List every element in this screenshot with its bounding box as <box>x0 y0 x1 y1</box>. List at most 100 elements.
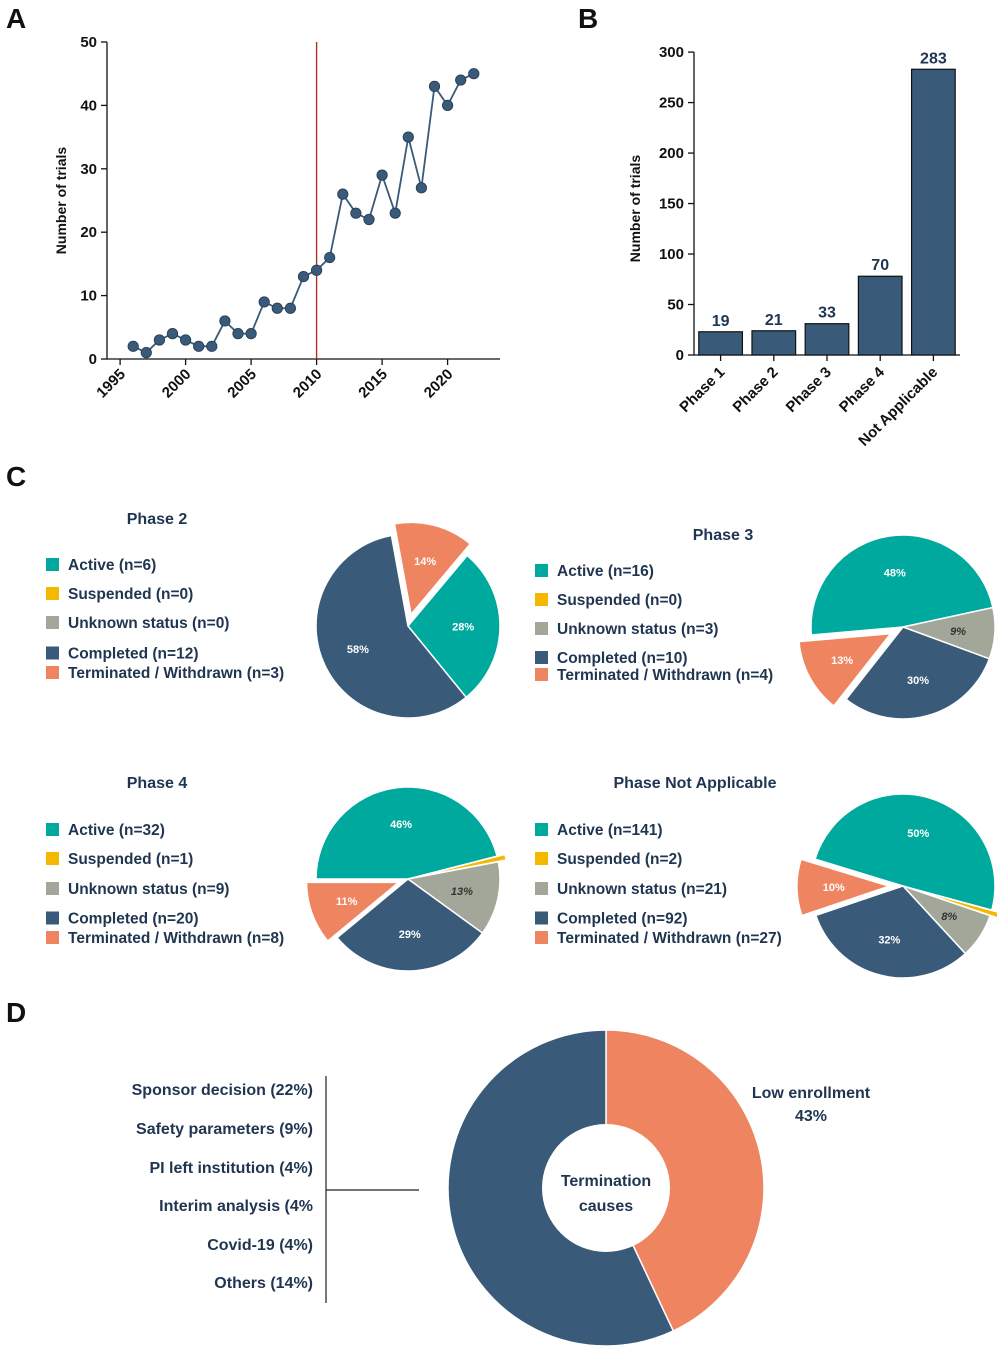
c-phase4-legend-swatch <box>46 931 59 944</box>
c-phase2-legend-label: Unknown status (n=0) <box>68 615 229 632</box>
c-phase4-legend-label: Active (n=32) <box>68 822 165 839</box>
c-phaseNA-slice-label: 50% <box>907 828 929 840</box>
d-other-cause-label: Covid-19 (4%) <box>207 1237 313 1254</box>
a-data-point <box>219 315 231 327</box>
a-data-point <box>468 68 480 80</box>
c-phase2-legend-swatch <box>46 558 59 571</box>
c-phase4-legend-swatch <box>46 852 59 865</box>
b-bar-value-label: 70 <box>871 257 889 274</box>
c-phase4-slice-suspended <box>415 853 508 878</box>
b-xtick-label: Phase 2 <box>730 364 782 416</box>
c-phase3-legend-swatch <box>535 593 548 606</box>
b-y-axis-title: Number of trials <box>627 155 643 263</box>
a-data-point <box>127 340 139 352</box>
c-phase2-slice-terminated-withdrawn <box>393 521 472 617</box>
a-data-point <box>402 131 414 143</box>
a-data-point <box>232 328 244 340</box>
d-low-enrollment-value: 43% <box>795 1108 827 1125</box>
a-data-point <box>245 328 257 340</box>
c-phaseNA-slice-label: 8% <box>941 911 957 923</box>
c-phase4-legend-label: Suspended (n=1) <box>68 851 193 868</box>
c-phaseNA-legend-swatch <box>535 911 548 925</box>
c-phase4-slice-completed <box>336 878 484 972</box>
b-xtick-label: Phase 1 <box>676 364 728 416</box>
b-bar-value-label: 33 <box>818 305 836 322</box>
c-phase2-legend-label: Completed (n=12) <box>68 646 198 663</box>
a-ytick-label: 20 <box>80 224 97 241</box>
c-phase2-legend-swatch <box>46 666 59 679</box>
a-data-point <box>363 213 375 226</box>
a-data-point <box>337 188 349 200</box>
c-phase4-slice-label: 29% <box>399 929 421 941</box>
c-phaseNA-legend-swatch <box>535 882 548 895</box>
status-pies: Phase 2 Active (n=6) Suspended (n=0) Unknow… <box>46 511 997 979</box>
c-phase2-slice-label: 58% <box>347 644 369 656</box>
c-phase4-slice-label: 46% <box>390 819 412 831</box>
a-data-point <box>297 270 310 283</box>
c-phase3-legend-swatch <box>535 564 548 577</box>
c-phase4-slice-label: 11% <box>336 896 358 908</box>
c-phase3-slice-completed <box>845 626 991 720</box>
b-ytick-label: 200 <box>659 145 684 162</box>
a-xtick-label: 2020 <box>421 366 457 402</box>
d-slice-low-enrollment <box>605 1029 765 1332</box>
c-phase4-slice-unknown-status <box>406 860 501 935</box>
b-xtick-label: Phase 4 <box>836 363 889 416</box>
b-bar-value-label: 21 <box>765 312 783 329</box>
d-donut-hole <box>542 1124 670 1252</box>
c-phase4-legend-label: Completed (n=20) <box>68 911 198 928</box>
c-phaseNA-slice-active <box>814 793 996 912</box>
c-phase3-legend-label: Terminated / Withdrawn (n=4) <box>557 667 773 684</box>
c-phase4-legend-swatch <box>46 882 59 895</box>
c-phase3-legend-label: Active (n=16) <box>557 563 654 580</box>
a-data-point <box>206 340 218 352</box>
c-phase3-legend-swatch <box>535 622 548 635</box>
panel-letter-b: B <box>578 3 598 34</box>
d-other-cause-label: Sponsor decision (22%) <box>132 1082 313 1099</box>
b-bar <box>751 330 797 356</box>
a-data-point <box>153 334 165 346</box>
b-bar <box>804 323 850 356</box>
a-axes <box>106 42 500 360</box>
c-phase3-slice-active <box>810 534 994 636</box>
c-phaseNA-legend-label: Unknown status (n=21) <box>557 881 727 898</box>
c-phase2-legend-swatch <box>46 587 59 600</box>
c-phase3-title: Phase 3 <box>693 527 754 544</box>
d-other-cause-label: Safety parameters (9%) <box>136 1121 313 1138</box>
d-center-label: causes <box>579 1198 633 1215</box>
c-phase4-slice-active <box>315 786 499 880</box>
c-phase4-legend-swatch <box>46 911 59 925</box>
c-phase3-legend-label: Unknown status (n=3) <box>557 621 718 638</box>
a-data-point <box>284 302 296 314</box>
a-ytick-label: 30 <box>80 161 97 178</box>
c-phase4-legend-swatch <box>46 823 59 836</box>
a-xtick-label: 2010 <box>290 366 326 402</box>
b-bar <box>857 275 903 356</box>
a-data-point <box>310 264 323 276</box>
a-data-point <box>428 80 441 92</box>
b-bar-value-label: 283 <box>920 50 947 67</box>
a-data-point <box>389 207 401 219</box>
a-data-point <box>324 251 336 264</box>
c-phase2-slice-label: 28% <box>452 621 474 633</box>
c-phaseNA-legend-label: Completed (n=92) <box>557 911 687 928</box>
c-phaseNA-legend-swatch <box>535 852 548 865</box>
b-ytick-label: 250 <box>659 95 684 112</box>
a-series-line <box>132 72 475 354</box>
b-ytick-label: 100 <box>659 246 684 263</box>
a-data-point <box>166 328 179 340</box>
d-other-cause-label: Others (14%) <box>214 1275 313 1292</box>
d-center-label: Termination <box>561 1173 651 1190</box>
c-phase2-legend-label: Active (n=6) <box>68 557 156 574</box>
c-phaseNA-slice-label: 10% <box>823 882 845 894</box>
termination-causes-donut: Termination causes Low enrollment 43% Sponso… <box>132 1029 871 1347</box>
a-data-point <box>140 347 152 359</box>
c-phase2-legend-swatch <box>46 646 59 660</box>
a-xtick-label: 2005 <box>224 366 260 402</box>
a-data-point <box>415 182 427 194</box>
c-phase2-slice-active <box>407 554 501 699</box>
c-phase3-slice-label: 9% <box>950 626 966 638</box>
a-data-point <box>193 340 205 352</box>
c-phase3-legend-label: Completed (n=10) <box>557 650 687 667</box>
a-data-point <box>271 302 283 314</box>
